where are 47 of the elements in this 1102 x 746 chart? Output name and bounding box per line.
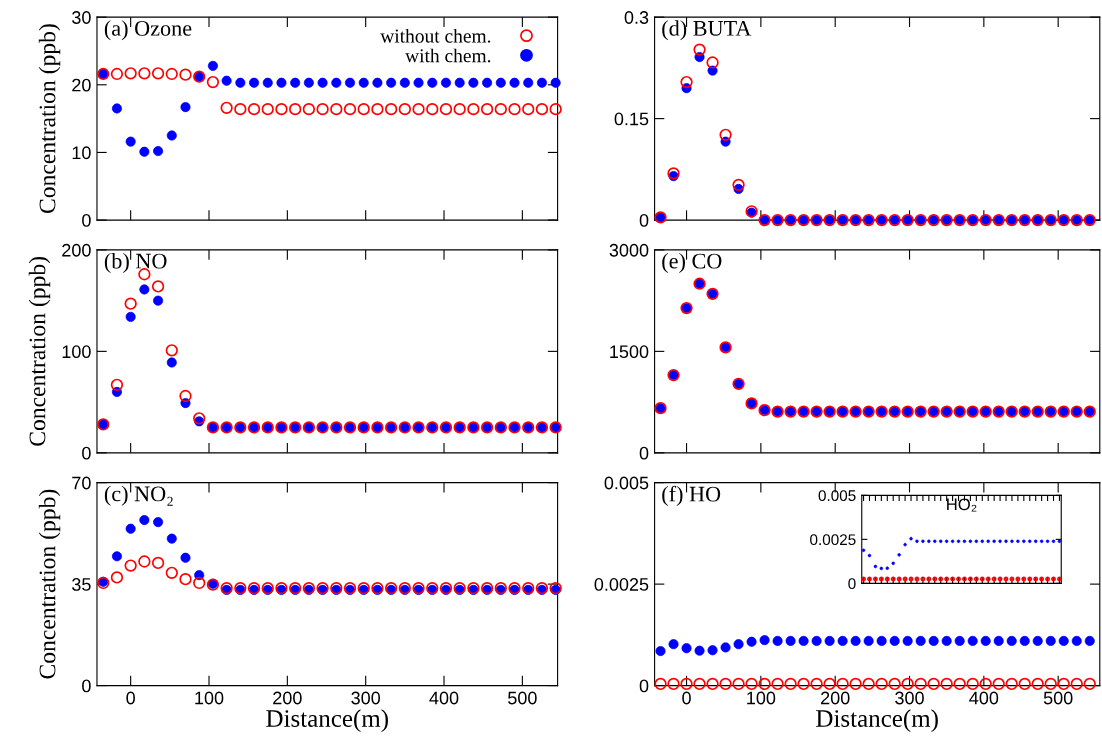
y-tick-label: 0.0025 <box>594 578 649 591</box>
chart-title: (b) NO <box>104 252 167 274</box>
y-tick-label: 0 <box>639 679 649 693</box>
x-axis-title: Distance(m) <box>266 709 388 733</box>
y-tick-label: 3000 <box>609 243 649 257</box>
x-tick-label: 0 <box>126 691 135 705</box>
y-tick-label: 0 <box>639 446 649 460</box>
x-tick-label: 400 <box>429 691 459 705</box>
x-tick-label: 300 <box>351 691 381 705</box>
y-tick-label: 0.005 <box>818 490 856 502</box>
y-tick-label: 0 <box>848 578 856 590</box>
y-tick-label: 1500 <box>610 345 649 359</box>
x-tick-label: 100 <box>747 691 776 705</box>
y-tick-label: 0.3 <box>624 11 649 24</box>
y-tick-label: 0.15 <box>614 112 649 126</box>
chart-title: HO₂ <box>947 498 977 512</box>
y-axis-title: Concentration (ppb) <box>38 489 61 679</box>
y-tick-label: 30 <box>72 11 91 24</box>
y-tick-label: 200 <box>62 243 91 257</box>
legend-label: without chem. <box>380 28 491 43</box>
x-tick-label: 0 <box>682 691 691 705</box>
x-tick-label: 500 <box>508 691 537 705</box>
x-tick-label: 200 <box>273 691 302 705</box>
y-tick-label: 0 <box>82 679 91 693</box>
chart-title: (d) BUTA <box>662 20 752 41</box>
x-tick-label: 300 <box>895 691 924 705</box>
x-axis-title: Distance(m) <box>816 709 938 733</box>
y-tick-label: 0 <box>82 446 91 460</box>
y-tick-label: 0.005 <box>604 476 649 490</box>
y-tick-label: 0 <box>639 214 649 227</box>
y-tick-label: 100 <box>62 345 91 359</box>
y-tick-label: 70 <box>72 476 91 490</box>
chart-title: (a) Ozone <box>104 20 192 41</box>
y-tick-label: 35 <box>72 578 91 591</box>
chart-title: (e) CO <box>662 252 722 274</box>
chart-title: (c) NO₂ <box>104 485 173 506</box>
y-tick-label: 0 <box>82 214 91 227</box>
y-tick-label: 0.0025 <box>810 534 856 546</box>
y-tick-label: 10 <box>72 146 91 160</box>
y-tick-label: 20 <box>72 78 91 92</box>
x-tick-label: 400 <box>969 691 999 705</box>
y-axis-title: Concentration (ppb) <box>38 24 61 214</box>
y-axis-title: Concentration (ppb) <box>28 257 51 446</box>
x-tick-label: 100 <box>195 691 224 705</box>
legend-label: with chem. <box>405 48 491 63</box>
chart-title: (f) HO <box>662 485 721 507</box>
x-tick-label: 500 <box>1043 691 1073 705</box>
